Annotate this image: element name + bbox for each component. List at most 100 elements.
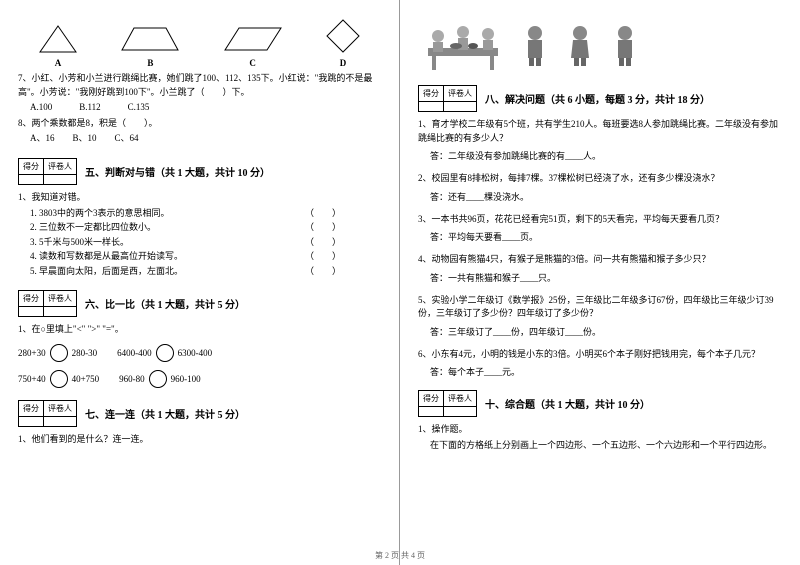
circle-icon — [149, 370, 167, 388]
section-7-lead: 1、他们看到的是什么？连一连。 — [18, 433, 381, 447]
shape-label-b: B — [120, 58, 180, 68]
q8-4: 4、动物园有熊猫4只，有猴子是熊猫的3倍。问一共有熊猫和猴子多少只？ — [418, 253, 782, 267]
shapes-row: A B C D — [18, 18, 381, 68]
score-cell — [19, 306, 44, 316]
shape-label-d: D — [325, 58, 361, 68]
grader-header: 评卷人 — [444, 391, 477, 407]
page-footer: 第 2 页 共 4 页 — [0, 550, 800, 561]
score-box-6: 得分评卷人 — [18, 290, 77, 317]
q8-2: 2、校园里有8排松树，每排7棵。37棵松树已经浇了水，还有多少棵没浇水？ — [418, 172, 782, 186]
cmp-b: 280-30 — [72, 348, 98, 358]
q8-6: 6、小东有4元，小明的钱是小东的3倍。小明买6个本子刚好把钱用完，每个本子几元？ — [418, 348, 782, 362]
shape-label-c: C — [223, 58, 283, 68]
question-8: 8、两个乘数都是8，积是（ ）。 — [18, 117, 381, 131]
shape-rhombus: D — [325, 18, 361, 68]
score-box-10: 得分评卷人 — [418, 390, 477, 417]
shape-parallelogram: C — [223, 24, 283, 68]
section-10-header: 得分评卷人 十、综合题（共 1 大题，共计 10 分） — [418, 390, 782, 417]
triangle-icon — [38, 24, 78, 54]
right-column: 得分评卷人 八、解决问题（共 6 小题，每题 3 分，共计 18 分） 1、育才… — [400, 0, 800, 565]
circle-icon — [50, 370, 68, 388]
score-cell — [419, 407, 444, 417]
shape-triangle: A — [38, 24, 78, 68]
section-10-lead: 1、操作题。 — [418, 423, 782, 437]
grader-cell — [44, 417, 77, 427]
section-7-title: 七、连一连（共 1 大题，共计 5 分） — [85, 406, 245, 421]
child-3-icon — [608, 23, 643, 68]
score-header: 得分 — [19, 290, 44, 306]
paren: （ ） — [305, 264, 341, 278]
section-5-header: 得分评卷人 五、判断对与错（共 1 大题，共计 10 分） — [18, 158, 381, 185]
grader-header: 评卷人 — [44, 401, 77, 417]
a8-5: 答：三年级订了____份，四年级订____份。 — [430, 325, 782, 338]
cmp-d: 960-100 — [171, 374, 201, 384]
score-header: 得分 — [19, 158, 44, 174]
compare-row-1: 280+30 280-30 6400-400 6300-400 — [18, 344, 381, 362]
score-box-7: 得分评卷人 — [18, 400, 77, 427]
score-box-8: 得分评卷人 — [418, 85, 477, 112]
a8-4: 答：一共有熊猫和猴子____只。 — [430, 271, 782, 284]
paren: （ ） — [305, 220, 341, 234]
section-10-title: 十、综合题（共 1 大题，共计 10 分） — [485, 396, 650, 411]
paren: （ ） — [305, 249, 341, 263]
a8-3: 答：平均每天要看____页。 — [430, 230, 782, 243]
shape-trapezoid: B — [120, 24, 180, 68]
section-6-lead: 1、在○里填上"<" ">" "="。 — [18, 323, 381, 337]
q8-3: 3、一本书共96页，花花已经看完51页，剩下的5天看完，平均每天要看几页？ — [418, 213, 782, 227]
judge-item: 2. 三位数不一定都比四位数小。 — [30, 220, 156, 234]
a8-6: 答：每个本子____元。 — [430, 365, 782, 378]
a8-1: 答：二年级没有参加跳绳比赛的有____人。 — [430, 149, 782, 162]
q8-5: 5、实验小学二年级订《数学报》25份，三年级比二年级多订67份，四年级比三年级少… — [418, 294, 782, 321]
score-header: 得分 — [419, 86, 444, 102]
cmp-a: 750+40 — [18, 374, 46, 384]
illustration-row — [418, 18, 782, 73]
rhombus-icon — [325, 18, 361, 54]
score-cell — [19, 174, 44, 184]
question-7-options: A.100 B.112 C.135 — [30, 101, 381, 115]
section-10-sub: 在下面的方格纸上分别画上一个四边形、一个五边形、一个六边形和一个平行四边形。 — [430, 439, 782, 453]
circle-icon — [50, 344, 68, 362]
judge-item: 4. 读数和写数都是从最高位开始读写。 — [30, 249, 183, 263]
paren: （ ） — [305, 235, 341, 249]
section-8-header: 得分评卷人 八、解决问题（共 6 小题，每题 3 分，共计 18 分） — [418, 85, 782, 112]
score-cell — [19, 417, 44, 427]
cmp-d: 6300-400 — [178, 348, 213, 358]
question-8-options: A、16 B、10 C、64 — [30, 132, 381, 146]
section-8-title: 八、解决问题（共 6 小题，每题 3 分，共计 18 分） — [485, 91, 710, 106]
table-scene-icon — [418, 18, 508, 73]
paren: （ ） — [305, 206, 341, 220]
score-cell — [419, 102, 444, 112]
parallelogram-icon — [223, 24, 283, 54]
child-1-icon — [518, 23, 553, 68]
left-column: A B C D 7、小红、小芳和小兰进行跳绳比赛，她们跳了100、112、135… — [0, 0, 400, 565]
cmp-a: 280+30 — [18, 348, 46, 358]
question-7: 7、小红、小芳和小兰进行跳绳比赛，她们跳了100、112、135下。小红说："我… — [18, 72, 381, 99]
cmp-b: 40+750 — [72, 374, 100, 384]
child-2-icon — [563, 23, 598, 68]
cmp-c: 6400-400 — [117, 348, 152, 358]
shape-label-a: A — [38, 58, 78, 68]
grader-cell — [444, 407, 477, 417]
judge-item: 5. 早晨面向太阳，后面是西，左面北。 — [30, 264, 183, 278]
section-6-header: 得分评卷人 六、比一比（共 1 大题，共计 5 分） — [18, 290, 381, 317]
trapezoid-icon — [120, 24, 180, 54]
compare-row-2: 750+40 40+750 960-80 960-100 — [18, 370, 381, 388]
score-box-5: 得分评卷人 — [18, 158, 77, 185]
score-header: 得分 — [19, 401, 44, 417]
grader-cell — [444, 102, 477, 112]
grader-header: 评卷人 — [44, 158, 77, 174]
section-5-title: 五、判断对与错（共 1 大题，共计 10 分） — [85, 164, 270, 179]
grader-header: 评卷人 — [44, 290, 77, 306]
section-7-header: 得分评卷人 七、连一连（共 1 大题，共计 5 分） — [18, 400, 381, 427]
a8-2: 答：还有____棵没浇水。 — [430, 190, 782, 203]
cmp-c: 960-80 — [119, 374, 145, 384]
circle-icon — [156, 344, 174, 362]
section-6-title: 六、比一比（共 1 大题，共计 5 分） — [85, 296, 245, 311]
grader-cell — [44, 306, 77, 316]
section-5-lead: 1、我知道对错。 — [18, 191, 381, 205]
judge-item: 1. 3803中的两个3表示的意思相同。 — [30, 206, 170, 220]
score-header: 得分 — [419, 391, 444, 407]
grader-header: 评卷人 — [444, 86, 477, 102]
judge-item: 3. 5千米与500米一样长。 — [30, 235, 129, 249]
grader-cell — [44, 174, 77, 184]
